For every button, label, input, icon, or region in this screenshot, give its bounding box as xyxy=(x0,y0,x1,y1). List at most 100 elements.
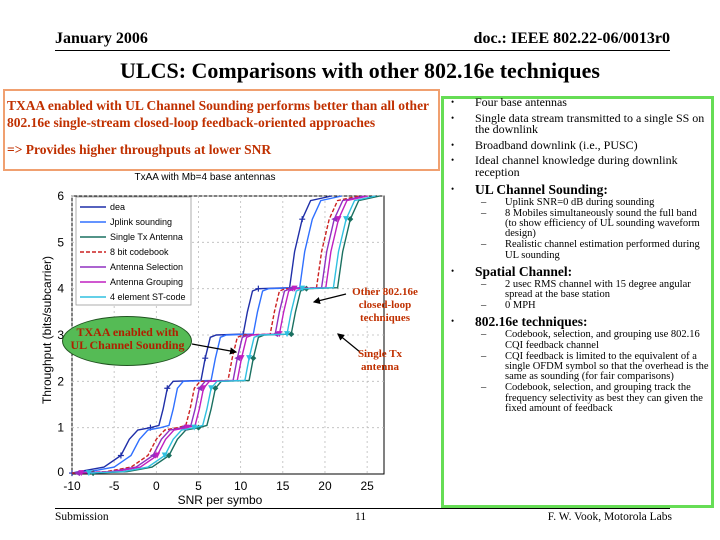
ellipse-arrow xyxy=(191,343,238,355)
header-date: January 2006 xyxy=(55,30,148,47)
sub-bullet: 2 usec RMS channel with 15 degree angula… xyxy=(475,279,710,300)
x-tick-label: -5 xyxy=(109,479,120,493)
x-tick-label: 25 xyxy=(360,479,374,493)
sub-bullet: Realistic channel estimation performed d… xyxy=(475,240,710,261)
slide-title: ULCS: Comparisons with other 802.16e tec… xyxy=(120,58,600,83)
single-antenna-label: Single Tx antenna xyxy=(357,348,403,373)
sub-bullet: CQI feedback is limited to the equivalen… xyxy=(475,351,710,383)
series-line xyxy=(88,195,376,474)
other-techniques-label: Other 802.16e closed-loop techniques xyxy=(352,286,418,324)
series-point xyxy=(299,285,306,292)
footer-author: F. W. Vook, Motorola Labs xyxy=(547,511,672,523)
series-point xyxy=(343,216,350,223)
x-tick-label: 5 xyxy=(195,479,202,493)
chart-y-label: Throughput (bits/subcarrier) xyxy=(40,256,54,404)
series-point xyxy=(161,452,168,459)
series-point xyxy=(238,355,245,362)
y-tick-label: 0 xyxy=(57,465,64,479)
x-tick-label: 10 xyxy=(234,479,248,493)
bullet-panel: Four base antennas Single data stream tr… xyxy=(448,96,710,418)
legend-label: 8 bit codebook xyxy=(110,247,169,257)
series-line xyxy=(93,195,380,474)
legend-label: Jplink sounding xyxy=(110,217,172,227)
series-point xyxy=(331,216,338,223)
bullet-single-stream: Single data stream transmitted to a sing… xyxy=(448,112,710,136)
sub-bullet: 0 MPH xyxy=(475,300,710,311)
series-point xyxy=(288,331,295,338)
series-point xyxy=(347,216,354,223)
series-point xyxy=(74,470,81,477)
series-point xyxy=(255,285,262,292)
summary-line-2: => Provides higher throughputs at lower … xyxy=(7,142,272,157)
y-tick-label: 5 xyxy=(57,235,64,249)
bullet-ideal-channel: Ideal channel knowledge during downlink … xyxy=(448,154,710,178)
series-point xyxy=(284,331,291,338)
summary-line-1: TXAA enabled with UL Channel Sounding pe… xyxy=(7,98,429,130)
legend-label: dea xyxy=(110,202,125,212)
series-line xyxy=(71,195,342,474)
series-point xyxy=(234,355,241,362)
header-divider xyxy=(55,50,670,51)
sub-bullet: Codebook, selection, and grouping track … xyxy=(475,383,710,414)
y-tick-label: 1 xyxy=(57,421,64,435)
series-point xyxy=(164,385,171,392)
series-point xyxy=(299,216,306,223)
bullet-ul-sounding-label: UL Channel Sounding: xyxy=(475,181,608,197)
footer-divider xyxy=(55,508,670,509)
txaa-ellipse-label: TXAA enabled with UL Channel Sounding xyxy=(70,325,185,352)
series-line xyxy=(71,195,359,474)
footer-page-number: 11 xyxy=(355,511,367,523)
series-point xyxy=(250,355,257,362)
series-point xyxy=(85,470,92,477)
series-point xyxy=(78,470,85,477)
txaa-ellipse xyxy=(62,316,192,366)
series-point xyxy=(191,424,198,431)
series-line xyxy=(71,195,332,474)
bullet-80216e-techniques: 802.16e techniques: Codebook, selection,… xyxy=(448,315,710,414)
series-point xyxy=(165,452,172,459)
chart-axes: -10 -5 0 5 10 15 20 25 1 2 3 4 5 6 0 xyxy=(57,189,374,493)
x-tick-label: 20 xyxy=(318,479,332,493)
legend-label: Antenna Grouping xyxy=(110,277,183,287)
footer-submission: Submission xyxy=(55,511,109,523)
legend-label: 4 element ST-code xyxy=(110,292,186,302)
chart-legend: dea Jplink sounding Single Tx Antenna 8 bit… xyxy=(75,196,192,306)
series-point xyxy=(246,355,253,362)
chart-x-label: SNR per symbo xyxy=(178,493,263,507)
series-point xyxy=(196,385,203,392)
annotation-arrows xyxy=(191,293,361,355)
sub-bullet: Codebook, selection, and grouping use 80… xyxy=(475,330,710,351)
series-point xyxy=(117,452,124,459)
bullet-spatial-channel: Spatial Channel: 2 usec RMS channel with… xyxy=(448,265,710,312)
x-tick-label: 0 xyxy=(153,479,160,493)
y-tick-label: 2 xyxy=(57,374,64,388)
bullet-ul-sounding: UL Channel Sounding: Uplink SNR=0 dB dur… xyxy=(448,181,710,261)
series-line xyxy=(81,195,369,474)
sub-bullet: Uplink SNR=0 dB during sounding xyxy=(475,197,710,208)
y-tick-label: 4 xyxy=(57,282,64,296)
series-point xyxy=(291,285,298,292)
chart-title: TxAA with Mb=4 base antennas xyxy=(135,172,276,183)
series-line xyxy=(77,195,364,474)
y-tick-label: 3 xyxy=(57,328,64,342)
x-tick-label: 15 xyxy=(276,479,290,493)
series-point xyxy=(200,385,207,392)
series-point xyxy=(208,385,215,392)
chart-series xyxy=(69,195,380,477)
legend-label: Antenna Selection xyxy=(110,262,183,272)
bullet-80216e-techniques-label: 802.16e techniques: xyxy=(475,314,588,330)
bullet-broadband: Broadband downlink (i.e., PUSC) xyxy=(448,139,710,152)
series-point xyxy=(335,216,342,223)
series-point xyxy=(202,355,209,362)
single-arrow xyxy=(337,333,361,353)
summary-box xyxy=(3,89,440,171)
other-arrow xyxy=(312,293,347,305)
x-tick-label: -10 xyxy=(63,479,81,493)
header-doc-id: doc.: IEEE 802.22-06/0013r0 xyxy=(473,30,670,47)
legend-label: Single Tx Antenna xyxy=(110,232,183,242)
sub-bullet: 8 Mobiles simultaneously sound the full … xyxy=(475,208,710,240)
y-tick-label: 6 xyxy=(57,189,64,203)
series-point xyxy=(154,452,161,459)
legend-box xyxy=(75,196,192,306)
bullet-base-antennas: Four base antennas xyxy=(448,96,710,109)
